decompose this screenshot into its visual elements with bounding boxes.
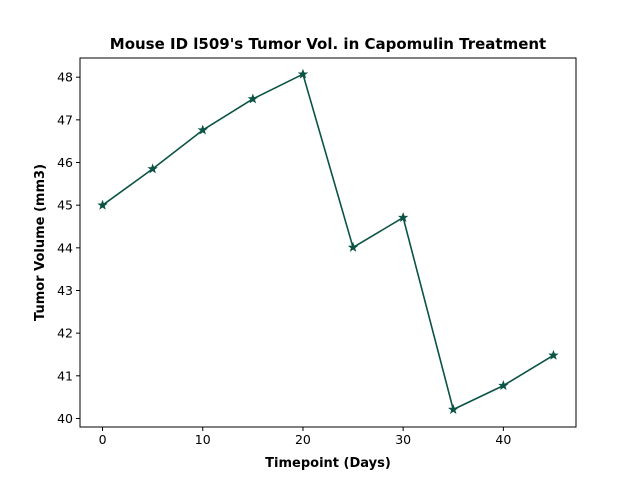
y-axis-label: Tumor Volume (mm3) [33, 164, 48, 321]
data-point-star [448, 404, 459, 414]
y-tick-label: 47 [57, 112, 73, 127]
y-tick-label: 44 [57, 240, 73, 255]
data-point-star [197, 124, 208, 135]
x-tick-label: 40 [495, 432, 511, 447]
data-point-star [397, 212, 409, 222]
x-tick-label: 20 [295, 432, 311, 447]
x-axis-label: Timepoint (Days) [265, 456, 391, 471]
y-tick-label: 40 [57, 411, 73, 426]
data-point-star [347, 241, 359, 252]
data-point-star [297, 68, 309, 79]
plot-frame [79, 57, 577, 428]
data-point-star [247, 93, 259, 104]
data-point-star [548, 349, 559, 360]
x-tick-label: 10 [195, 432, 211, 447]
data-point-star [97, 199, 108, 210]
plot-area: 0 10 20 30 40 40 41 42 43 44 45 46 47 48 [57, 68, 559, 447]
data-point-star [147, 163, 158, 174]
y-tick-label: 46 [57, 155, 73, 170]
chart-title: Mouse ID l509's Tumor Vol. in Capomulin … [110, 35, 546, 53]
data-point-star [498, 380, 509, 391]
y-tick-label: 42 [57, 326, 73, 341]
y-tick-label: 45 [57, 198, 73, 213]
x-tick-label: 0 [99, 432, 107, 447]
y-tick-label: 41 [57, 368, 73, 383]
y-tick-label: 48 [57, 70, 73, 85]
x-tick-label: 30 [395, 432, 411, 447]
y-tick-label: 43 [57, 283, 73, 298]
series-line [102, 73, 554, 411]
